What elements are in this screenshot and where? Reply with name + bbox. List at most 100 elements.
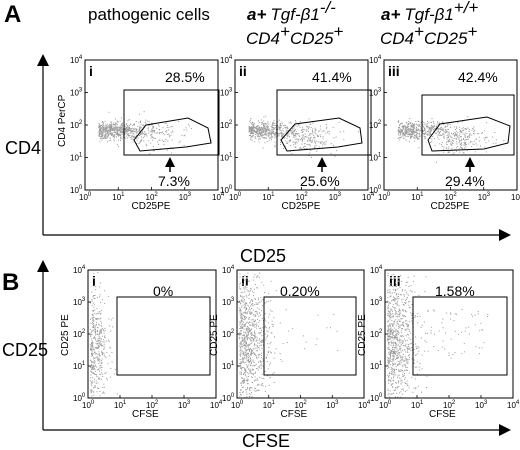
panel-a-i-event-dot bbox=[183, 129, 185, 131]
panel-a-i-event-dot bbox=[136, 128, 138, 130]
panel-a-i-event-dot bbox=[127, 134, 129, 136]
panel-a-iii-event-dot bbox=[425, 123, 427, 125]
panel-b-iii-event-dot bbox=[393, 343, 394, 345]
panel-b-ii-event-dot bbox=[244, 367, 245, 369]
panel-a-i-event-dot bbox=[99, 135, 100, 137]
panel-b-ii-event-dot bbox=[241, 349, 243, 351]
panel-a-i-event-dot bbox=[178, 121, 180, 123]
panel-a-ii-event-dot bbox=[262, 126, 264, 128]
panel-a-ii-event-dot bbox=[306, 130, 308, 132]
panel-b-iii-event-dot bbox=[389, 313, 391, 315]
panel-a-iii-event-dot bbox=[427, 123, 428, 125]
panel-b-ii-event-dot bbox=[256, 286, 258, 288]
panel-a-ii-event-dot bbox=[282, 130, 284, 132]
panel-b-ii-event-dot bbox=[256, 312, 258, 314]
panel-a-iii-event-dot bbox=[432, 136, 434, 137]
panel-b-iii-event-dot bbox=[396, 302, 398, 304]
panel-b-ii-event-dot bbox=[246, 307, 247, 309]
panel-b-i-event-dot bbox=[102, 341, 104, 343]
panel-b-iii-event-dot bbox=[487, 316, 489, 317]
panel-b-iii-event-dot bbox=[388, 354, 390, 356]
panel-b-i-event-dot bbox=[111, 352, 113, 353]
panel-a-ii-event-dot bbox=[266, 131, 268, 133]
panel-a-ii-event-dot bbox=[296, 138, 298, 140]
panel-b-i-event-dot bbox=[93, 356, 95, 358]
panel-a-iii-event-dot bbox=[448, 146, 450, 148]
panel-b-ii-event-dot bbox=[240, 342, 242, 344]
panel-b-ii-event-dot bbox=[252, 359, 254, 361]
panel-b-iii-event-dot bbox=[397, 300, 398, 302]
panel-a-iii-event-dot bbox=[450, 135, 452, 137]
panel-a-i-event-dot bbox=[170, 134, 172, 136]
panel-b-i-y-tick-label: 100 bbox=[73, 393, 86, 403]
panel-b-iii-event-dot bbox=[399, 347, 401, 349]
panel-b-i-event-dot bbox=[90, 389, 92, 391]
panel-a-iii-event-dot bbox=[449, 151, 450, 153]
panel-b-iii-event-dot bbox=[402, 322, 404, 324]
panel-b-iii-event-dot bbox=[430, 326, 432, 328]
panel-b-ii-event-dot bbox=[240, 292, 242, 294]
panel-a-ii-event-dot bbox=[268, 133, 270, 134]
panel-a-i-x-tick-base: 10 bbox=[79, 193, 88, 202]
panel-a-ii-event-dot bbox=[285, 140, 287, 142]
panel-a-ii-event-dot bbox=[325, 140, 327, 142]
panel-a-i-event-dot bbox=[106, 123, 108, 125]
panel-b-ii-event-dot bbox=[246, 393, 248, 395]
panel-b-iii-event-dot bbox=[399, 312, 401, 314]
panel-a-ii-event-dot bbox=[263, 129, 265, 131]
panel-b-iii-event-dot bbox=[403, 338, 405, 340]
panel-a-ii-event-dot bbox=[296, 125, 298, 127]
panel-b-ii-event-dot bbox=[266, 336, 268, 337]
panel-a-i-event-dot bbox=[151, 131, 152, 133]
panel-b-iii-event-dot bbox=[392, 324, 394, 326]
panel-b-iii-event-dot bbox=[483, 342, 485, 344]
panel-b-iii-event-dot bbox=[391, 300, 393, 302]
panel-a-ii-event-dot bbox=[274, 133, 276, 135]
panel-a-iii-event-dot bbox=[401, 132, 403, 134]
panel-a-ii-event-dot bbox=[316, 140, 318, 142]
panel-a-i-x-tick-exp: 2 bbox=[154, 192, 158, 198]
panel-b-ii-event-dot bbox=[258, 325, 260, 327]
panel-b-iii-event-dot bbox=[393, 289, 394, 291]
panel-a-iii-event-dot bbox=[402, 128, 404, 130]
panel-b-iii-event-dot bbox=[387, 365, 389, 367]
panel-a-ii-event-dot bbox=[251, 139, 253, 141]
panel-a-i-event-dot bbox=[159, 139, 161, 141]
panel-a-iii-event-dot bbox=[406, 125, 408, 127]
panel-b-iii-event-dot bbox=[400, 335, 402, 337]
panel-a-iii-event-dot bbox=[473, 133, 475, 135]
panel-b-iii-event-dot bbox=[432, 309, 434, 311]
panel-b-iii-event-dot bbox=[392, 345, 394, 346]
panel-b-ii-event-dot bbox=[245, 351, 247, 353]
panel-b-iii-x-tick-label: 104 bbox=[507, 400, 520, 410]
panel-b-ii-y-tick-label: 100 bbox=[222, 393, 235, 403]
panel-a-i-y-tick-label: 104 bbox=[70, 55, 83, 65]
panel-a-ii-event-dot bbox=[303, 134, 304, 136]
panel-a-i-event-dot bbox=[183, 135, 185, 137]
panel-a-iii-event-dot bbox=[468, 130, 470, 132]
panel-b-iii-event-dot bbox=[387, 306, 389, 308]
panel-b-iii-event-dot bbox=[413, 352, 415, 354]
panel-b-ii-event-dot bbox=[252, 299, 254, 301]
panel-b-iii-event-dot bbox=[404, 289, 406, 291]
panel-b-ii-event-dot bbox=[248, 358, 250, 360]
panel-a-iii-event-dot bbox=[410, 124, 412, 126]
panel-b-iii-event-dot bbox=[398, 281, 400, 282]
panel-b-ii-x-tick-base: 10 bbox=[263, 401, 272, 410]
panel-b-iii-event-dot bbox=[390, 283, 392, 285]
panel-a-i-event-dot bbox=[136, 139, 138, 141]
panel-a-ii-event-dot bbox=[255, 138, 257, 139]
panel-a-ii-event-dot bbox=[294, 136, 296, 138]
panel-b-iii-event-dot bbox=[398, 312, 400, 314]
panel-a-iii-event-dot bbox=[432, 126, 434, 128]
panel-a-iii-event-dot bbox=[455, 137, 457, 139]
panel-a-iii-event-dot bbox=[463, 142, 465, 144]
panel-a-i-event-dot bbox=[135, 129, 137, 131]
panel-b-iii-event-dot bbox=[406, 383, 408, 385]
panel-a-iii-event-dot bbox=[448, 137, 449, 139]
panel-b-ii-event-dot bbox=[242, 361, 244, 363]
panel-b-ii-event-dot bbox=[241, 317, 243, 319]
panel-b-iii-event-dot bbox=[392, 374, 394, 375]
panel-b-ii-event-dot bbox=[244, 312, 246, 314]
panel-b-iii-event-dot bbox=[394, 289, 396, 290]
